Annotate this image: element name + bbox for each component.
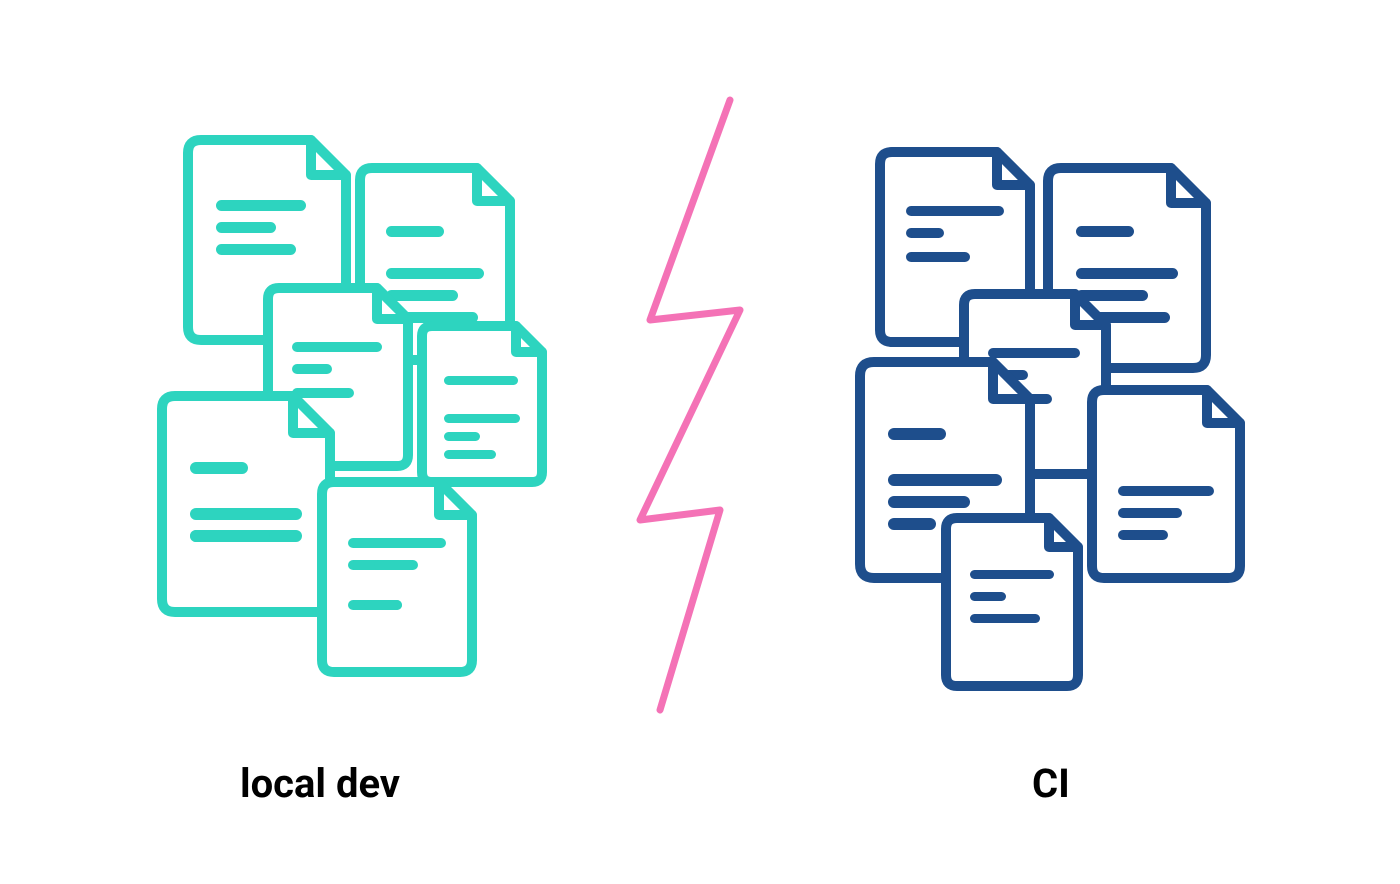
- ci-label: CI: [1032, 760, 1070, 807]
- document-icon: [946, 518, 1078, 686]
- diagram-canvas: local dev CI: [0, 0, 1400, 884]
- ci-cluster: [0, 0, 1400, 884]
- document-icon: [1092, 390, 1240, 578]
- local-dev-label: local dev: [240, 760, 400, 807]
